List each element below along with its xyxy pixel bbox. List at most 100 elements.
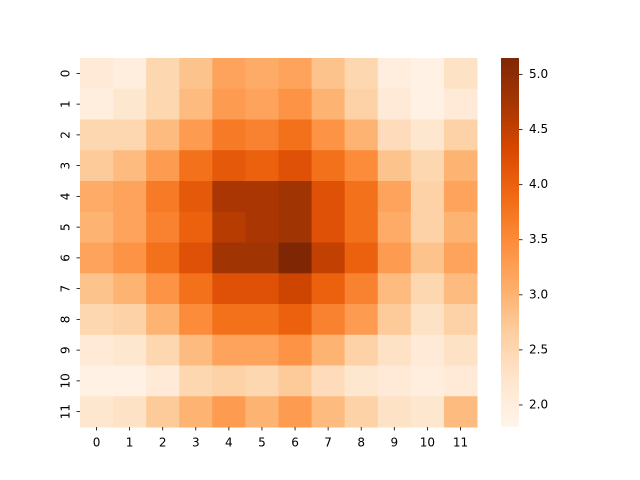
x-tick-label: 6	[291, 436, 299, 450]
heatmap-cell	[146, 211, 180, 243]
heatmap-cell	[443, 181, 478, 213]
heatmap-cell	[146, 304, 180, 336]
heatmap-cell	[377, 242, 412, 274]
heatmap-cell	[410, 58, 445, 90]
heatmap-cell	[344, 334, 379, 366]
colorbar	[501, 58, 519, 427]
y-tick-label: 6	[59, 254, 73, 262]
heatmap-cell	[245, 334, 279, 366]
heatmap-cell	[113, 211, 147, 243]
heatmap-cell	[311, 365, 346, 397]
heatmap-cell	[344, 119, 379, 151]
heatmap-cell	[443, 58, 478, 90]
heatmap-cell	[311, 334, 346, 366]
heatmap-cell	[179, 119, 213, 151]
heatmap-cell	[80, 211, 114, 243]
heatmap-cell	[146, 242, 180, 274]
x-tick-label: 7	[324, 436, 332, 450]
heatmap-cell	[443, 396, 478, 428]
heatmap-cell	[212, 365, 246, 397]
heatmap-cell	[212, 181, 246, 213]
heatmap-cell	[311, 119, 346, 151]
heatmap-cell	[443, 150, 478, 182]
y-tick-label: 9	[59, 346, 73, 354]
heatmap-cell	[311, 304, 346, 336]
heatmap-cell	[245, 88, 279, 120]
heatmap-cell	[113, 58, 147, 90]
x-tick-label: 1	[126, 436, 134, 450]
heatmap-cell	[212, 119, 246, 151]
heatmap-cell	[443, 365, 478, 397]
heatmap-cell	[212, 88, 246, 120]
heatmap-cell	[113, 334, 147, 366]
heatmap-cell	[377, 88, 412, 120]
heatmap-cell	[245, 396, 279, 428]
heatmap-cell	[179, 334, 213, 366]
heatmap-cell	[179, 150, 213, 182]
heatmap-cell	[377, 211, 412, 243]
heatmap-cell	[245, 181, 279, 213]
heatmap-cell	[113, 242, 147, 274]
heatmap-cell	[377, 273, 412, 305]
heatmap-cell	[146, 181, 180, 213]
heatmap-cell	[443, 334, 478, 366]
y-tick-label: 4	[59, 193, 73, 201]
heatmap-cell	[410, 242, 445, 274]
heatmap-cell	[212, 211, 246, 243]
heatmap-cell	[80, 150, 114, 182]
heatmap-cell	[278, 150, 313, 182]
heatmap-cell	[311, 88, 346, 120]
heatmap-cell	[245, 242, 279, 274]
heatmap-cell	[80, 365, 114, 397]
heatmap-cell	[80, 181, 114, 213]
heatmap-cell	[278, 88, 313, 120]
heatmap-cell	[410, 334, 445, 366]
heatmap-cell	[443, 304, 478, 336]
heatmap-cell	[113, 273, 147, 305]
heatmap-cell	[278, 396, 313, 428]
heatmap-cell	[344, 58, 379, 90]
x-tick-label: 8	[357, 436, 365, 450]
y-tick-label: 5	[59, 223, 73, 231]
heatmap-cell	[278, 334, 313, 366]
heatmap-cell	[245, 58, 279, 90]
heatmap-cell	[146, 88, 180, 120]
heatmap-cell	[212, 58, 246, 90]
heatmap-cell	[443, 211, 478, 243]
heatmap-cell	[344, 242, 379, 274]
heatmap-cell	[212, 242, 246, 274]
x-tick-label: 0	[93, 436, 101, 450]
y-tick-label: 8	[59, 316, 73, 324]
heatmap-cell	[344, 396, 379, 428]
heatmap-cell	[80, 119, 114, 151]
x-tick-label: 3	[192, 436, 200, 450]
heatmap-cell	[311, 181, 346, 213]
heatmap-cell	[146, 365, 180, 397]
heatmap-cell	[278, 242, 313, 274]
heatmap-cell	[443, 242, 478, 274]
colorbar-tick-label: 2.0	[529, 397, 548, 411]
colorbar-tick-label: 2.5	[529, 342, 548, 356]
heatmap-cell	[377, 119, 412, 151]
heatmap-cell	[410, 365, 445, 397]
colorbar-tick-label: 4.5	[529, 122, 548, 136]
heatmap-cell	[80, 58, 114, 90]
heatmap-cell	[344, 273, 379, 305]
y-tick-label: 10	[59, 373, 73, 388]
heatmap-cell	[377, 150, 412, 182]
heatmap-cell	[278, 181, 313, 213]
heatmap-cell	[344, 88, 379, 120]
heatmap-cell	[245, 211, 279, 243]
heatmap-cell	[113, 150, 147, 182]
heatmap-cell	[311, 150, 346, 182]
y-tick-label: 0	[59, 70, 73, 78]
heatmap-cell	[179, 88, 213, 120]
heatmap-cell	[410, 88, 445, 120]
x-tick-label: 4	[225, 436, 233, 450]
heatmap-cell	[377, 396, 412, 428]
heatmap-cell	[311, 58, 346, 90]
heatmap-cell	[113, 181, 147, 213]
heatmap-cell	[311, 242, 346, 274]
heatmap-cell	[278, 304, 313, 336]
